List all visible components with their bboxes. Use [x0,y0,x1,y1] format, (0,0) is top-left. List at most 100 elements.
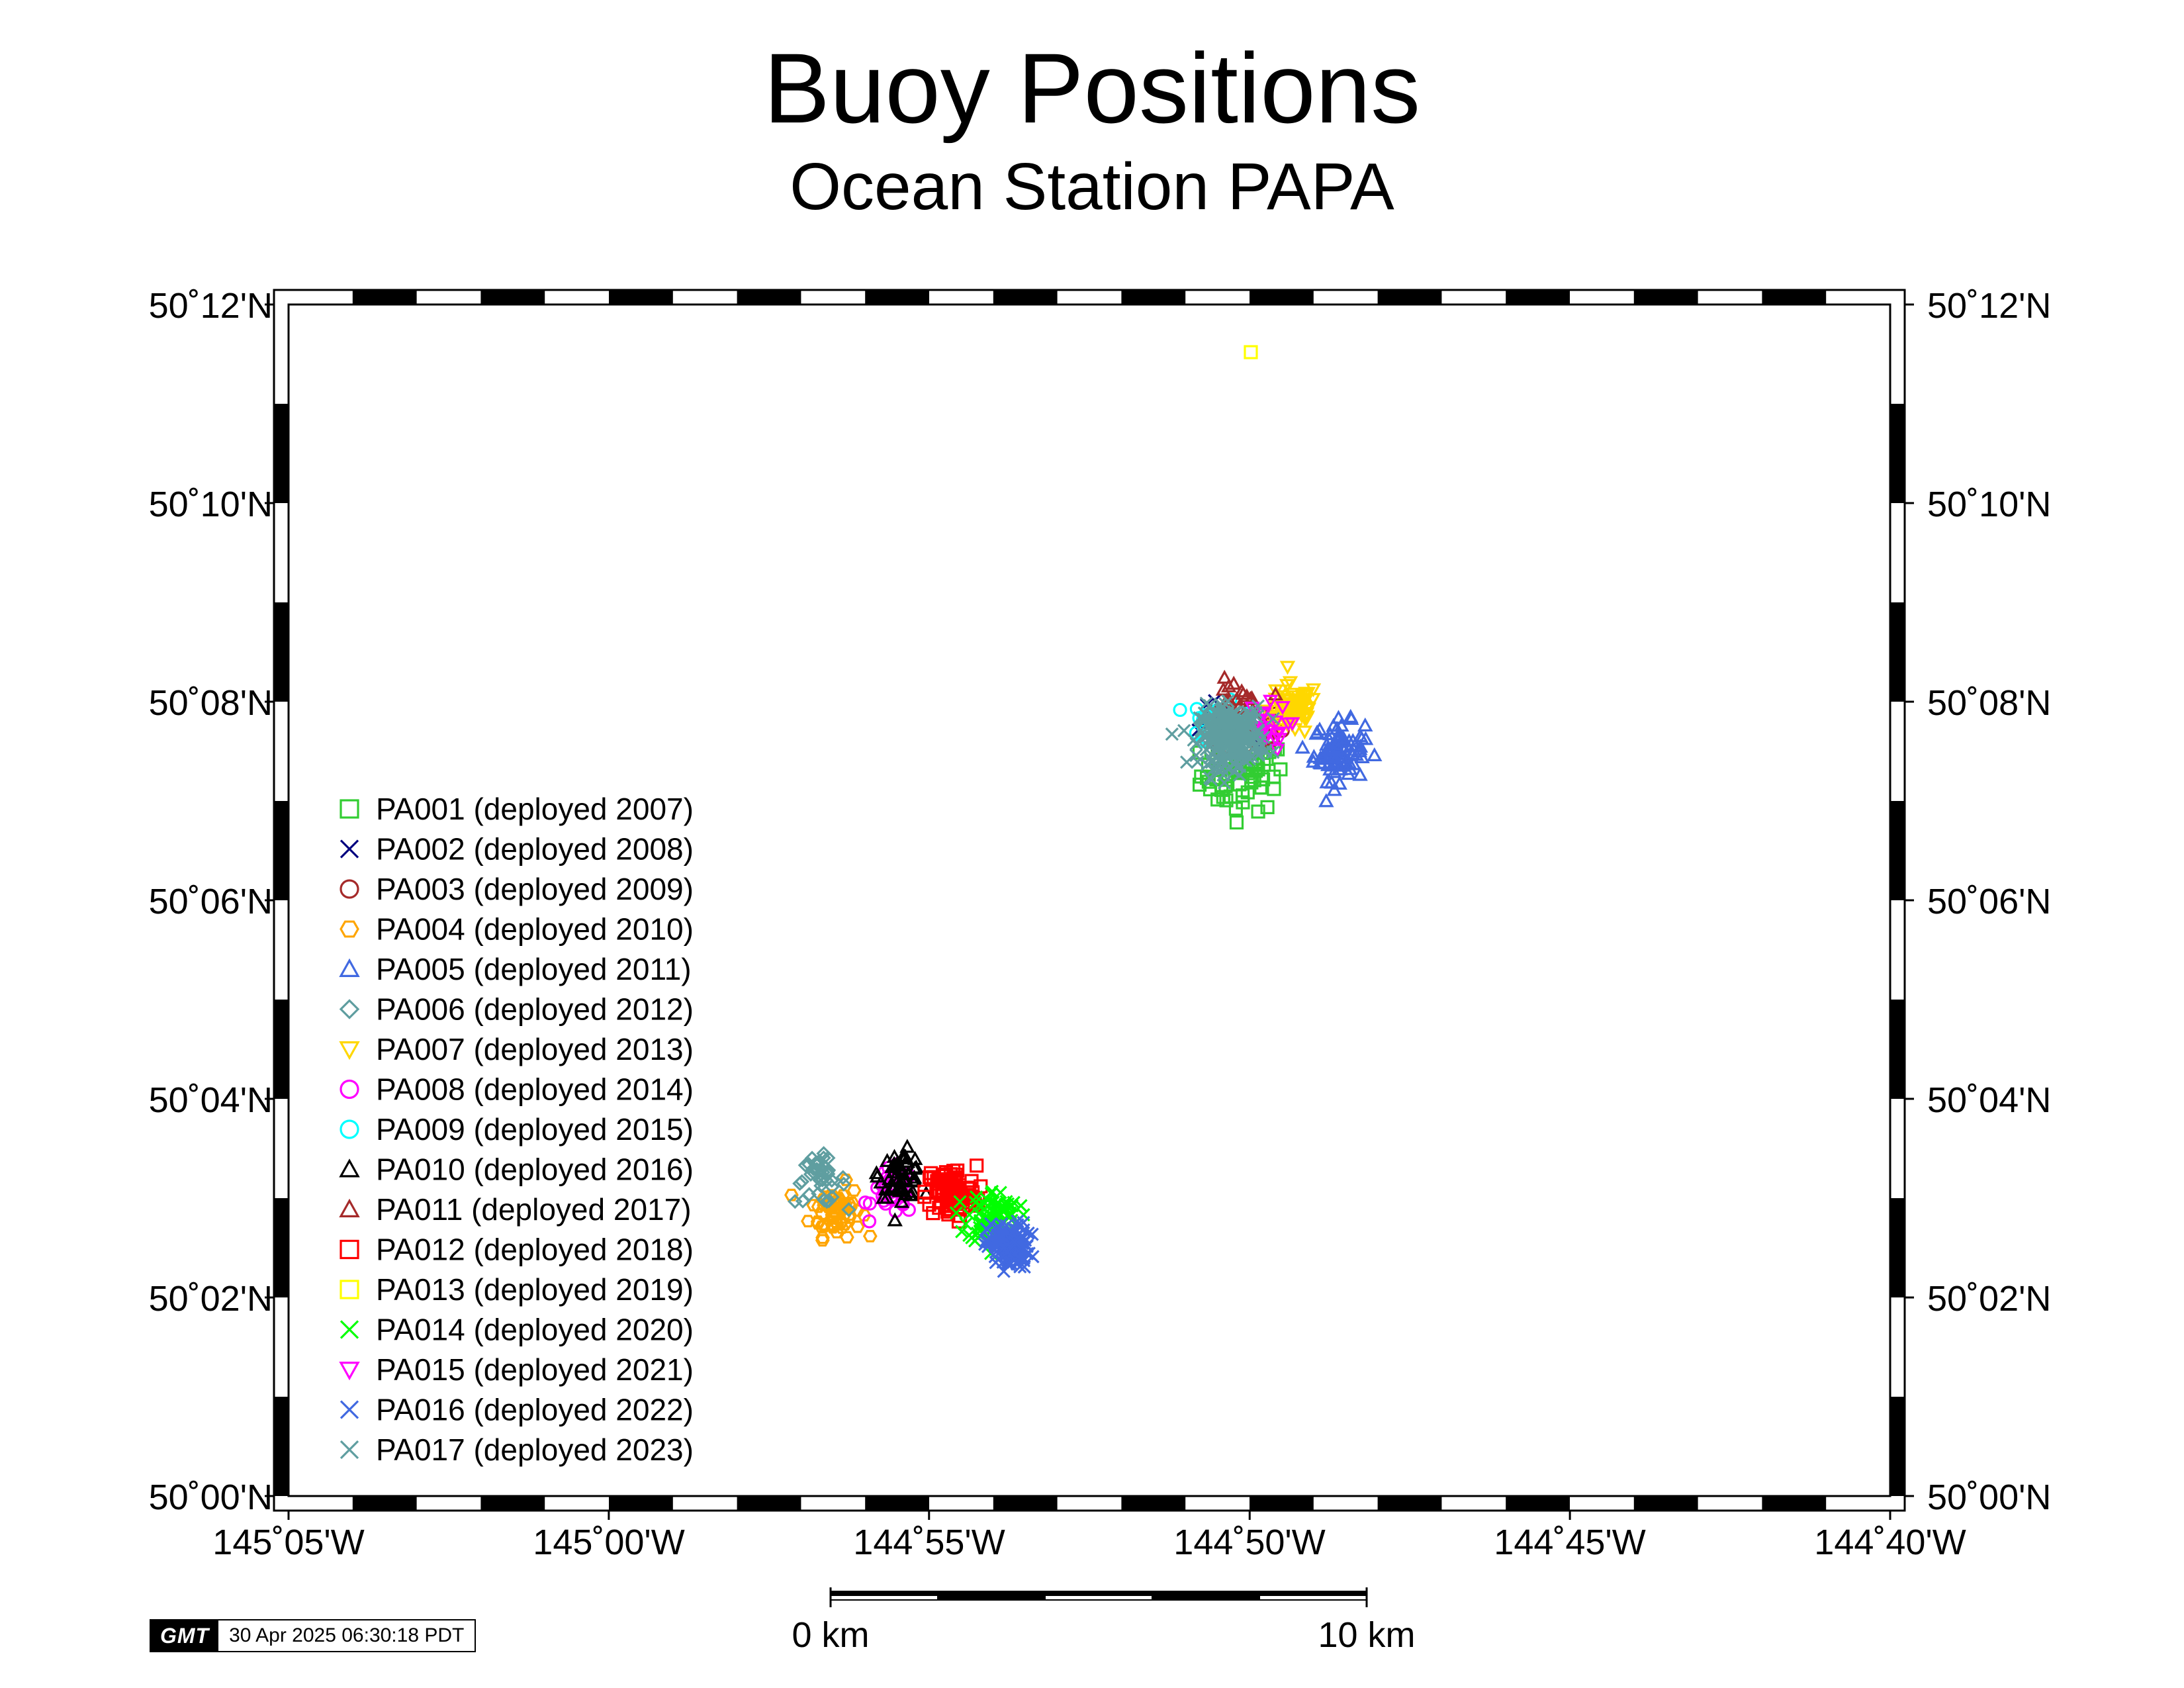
legend-entry: PA015 (deployed 2021) [339,1352,694,1387]
buoy-point [1325,757,1342,772]
scale-start-label: 0 km [792,1615,870,1655]
buoy-point [1197,715,1210,729]
buoy-point [792,1176,807,1192]
scale-segment [1259,1595,1367,1601]
buoy-point [1353,730,1370,745]
buoy-point [978,1237,992,1251]
buoy-point [794,1174,810,1190]
lon-label: 144˚55'W [853,1523,1005,1562]
scale-segment [1044,1595,1153,1601]
legend-label: PA016 (deployed 2022) [376,1393,694,1427]
lat-label-left: 50˚00'N [148,1477,273,1517]
buoy-point [815,1231,830,1244]
legend-symbol [340,799,359,819]
buoy-point [1205,717,1219,731]
scale-segment [937,1595,1046,1601]
legend-label: PA013 (deployed 2019) [376,1272,694,1307]
legend-entry: PA006 (deployed 2012) [339,992,694,1027]
buoy-point [1253,780,1267,795]
buoy-point [1277,694,1293,708]
lat-label-left: 50˚04'N [148,1080,273,1120]
legend-entry: PA009 (deployed 2015) [340,1112,694,1147]
lat-label-right: 50˚04'N [1927,1080,2052,1120]
buoy-point [840,1231,854,1244]
buoy-point [812,1172,828,1188]
buoy-point [896,1171,912,1186]
legend-label: PA008 (deployed 2014) [376,1072,694,1107]
buoy-point [1244,711,1259,725]
scale-bar [829,1587,1368,1607]
buoy-point [1266,712,1280,726]
scale-segment [938,1591,1045,1595]
buoy-point [868,1165,885,1180]
legend-entry: PA001 (deployed 2007) [340,792,694,826]
buoy-point [1322,726,1338,741]
buoy-point [1282,676,1298,690]
legend-entry: PA013 (deployed 2019) [340,1272,694,1307]
lat-label-left: 50˚08'N [148,683,273,723]
legend-symbol [340,1079,359,1100]
lon-label: 145˚00'W [533,1523,685,1562]
legend-symbol [340,1119,359,1139]
buoy-point [1236,795,1250,810]
legend-symbol [340,879,359,899]
lon-label: 145˚05'W [212,1523,365,1562]
buoy-point [1260,800,1275,814]
legend-label: PA005 (deployed 2011) [376,952,692,986]
legend-label: PA012 (deployed 2018) [376,1233,694,1267]
buoy-point [1332,761,1348,776]
buoy-point [1297,726,1313,740]
gmt-logo: GMT [151,1620,219,1651]
buoy-point [979,1222,993,1236]
buoy-point [953,1195,967,1209]
buoy-point [1330,710,1347,724]
buoy-point [926,1206,940,1221]
legend-entry: PA004 (deployed 2010) [340,912,694,947]
buoy-point [1262,694,1279,709]
buoy-point [1214,724,1229,737]
buoy-point [1203,782,1218,797]
legend-label: PA007 (deployed 2013) [376,1032,694,1066]
scale-segment [1152,1591,1259,1595]
buoy-point [893,1172,909,1187]
legend-label: PA014 (deployed 2020) [376,1313,694,1347]
lat-label-right: 50˚08'N [1927,683,2052,723]
legend-symbol [340,1280,359,1299]
lon-label: 144˚50'W [1173,1523,1326,1562]
legend-entry: PA007 (deployed 2013) [339,1032,694,1066]
buoy-point [879,1152,895,1167]
buoy-point [1319,736,1335,751]
buoy-point [1256,730,1271,745]
buoy-point [1014,1199,1028,1213]
buoy-point [828,1206,843,1219]
legend-label: PA002 (deployed 2008) [376,832,694,867]
buoy-point [784,1188,799,1201]
buoy-point [1173,702,1187,718]
buoy-point [1334,749,1350,764]
page-title: Buoy Positions [763,32,1421,144]
legend-entry: PA005 (deployed 2011) [339,952,692,986]
buoy-point [1191,755,1205,769]
buoy-point [1326,782,1342,796]
buoy-point [1271,733,1287,747]
buoy-point [1187,733,1201,747]
buoy-point [811,1217,825,1230]
buoy-point [1219,793,1234,808]
legend-entry: PA011 (deployed 2017) [339,1192,692,1227]
buoy-point [1234,751,1249,765]
legend-symbol [340,1440,359,1460]
legend: PA001 (deployed 2007) PA002 (deployed 200… [339,792,694,1467]
buoy-point [999,1195,1013,1209]
scale-segment [1152,1595,1260,1601]
buoy-point [887,1212,903,1227]
buoy-point [1248,763,1263,778]
buoy-point [886,1156,902,1170]
buoy-point [836,1176,852,1192]
lat-label-right: 50˚06'N [1927,882,2052,921]
buoy-point [984,1196,999,1210]
buoy-point [1332,775,1347,790]
lon-label: 144˚45'W [1494,1523,1646,1562]
buoy-point [1306,749,1322,763]
lat-label-left: 50˚10'N [148,485,273,524]
lat-label-right: 50˚00'N [1927,1477,2052,1517]
